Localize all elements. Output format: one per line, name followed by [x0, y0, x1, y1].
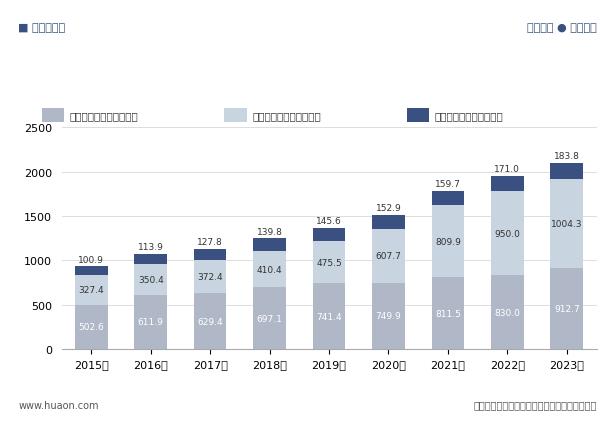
Text: 专业严谨 ● 客观科学: 专业严谨 ● 客观科学 [527, 23, 597, 33]
Bar [372, 283, 405, 349]
Text: 372.4: 372.4 [197, 273, 223, 282]
Text: 100.9: 100.9 [78, 255, 104, 264]
Text: 697.1: 697.1 [256, 314, 282, 323]
Text: 127.8: 127.8 [197, 238, 223, 247]
Text: 159.7: 159.7 [435, 180, 461, 189]
Bar [491, 276, 524, 349]
Text: 第三产业增加值（亿元）: 第三产业增加值（亿元） [69, 111, 138, 121]
Bar [432, 206, 464, 277]
Text: 502.6: 502.6 [78, 322, 104, 331]
Bar [134, 254, 167, 264]
Text: 475.5: 475.5 [316, 258, 342, 267]
Text: 830.0: 830.0 [494, 308, 520, 317]
Bar [491, 176, 524, 192]
Text: 139.8: 139.8 [256, 227, 282, 236]
Bar [75, 305, 108, 349]
Text: 183.8: 183.8 [554, 152, 580, 161]
Bar [194, 249, 226, 261]
Text: 607.7: 607.7 [376, 251, 402, 260]
Text: 749.9: 749.9 [376, 311, 402, 321]
Bar [491, 192, 524, 276]
Bar [134, 295, 167, 349]
Bar [312, 229, 346, 242]
Text: 410.4: 410.4 [256, 265, 282, 274]
Bar [75, 267, 108, 276]
Text: 145.6: 145.6 [316, 217, 342, 226]
Bar [312, 242, 346, 284]
Bar [550, 163, 583, 179]
Text: 113.9: 113.9 [138, 242, 164, 251]
Bar [253, 239, 286, 251]
Text: 第二产业增加值（亿元）: 第二产业增加值（亿元） [252, 111, 321, 121]
Bar [194, 261, 226, 294]
Text: 327.4: 327.4 [79, 286, 104, 295]
Text: www.huaon.com: www.huaon.com [18, 400, 99, 410]
Text: 350.4: 350.4 [138, 275, 164, 284]
Text: 152.9: 152.9 [376, 204, 402, 213]
Bar [312, 284, 346, 349]
Bar [372, 216, 405, 229]
Bar [224, 109, 247, 123]
Bar [372, 229, 405, 283]
Bar [432, 277, 464, 349]
Text: 912.7: 912.7 [554, 305, 580, 314]
Bar [550, 268, 583, 349]
Bar [407, 109, 429, 123]
Text: 2015-2023年舟山市第一、第二及第三产业增加值: 2015-2023年舟山市第一、第二及第三产业增加值 [162, 77, 453, 95]
Bar [75, 276, 108, 305]
Bar [134, 264, 167, 295]
Text: 数据来源：浙江省统计局，华经产业研究院整理: 数据来源：浙江省统计局，华经产业研究院整理 [473, 400, 597, 410]
Bar [432, 192, 464, 206]
Text: 811.5: 811.5 [435, 309, 461, 318]
Bar [42, 109, 64, 123]
Text: 171.0: 171.0 [494, 165, 520, 174]
Text: 950.0: 950.0 [494, 229, 520, 238]
Bar [253, 251, 286, 288]
Text: 1004.3: 1004.3 [551, 219, 582, 228]
Text: 741.4: 741.4 [316, 312, 342, 321]
Bar [550, 179, 583, 268]
Bar [253, 288, 286, 349]
Bar [194, 294, 226, 349]
Text: 611.9: 611.9 [138, 318, 164, 327]
Text: 第一产业增加值（亿元）: 第一产业增加值（亿元） [435, 111, 504, 121]
Text: ■ 华经情报网: ■ 华经情报网 [18, 23, 66, 33]
Text: 809.9: 809.9 [435, 237, 461, 246]
Text: 629.4: 629.4 [197, 317, 223, 326]
